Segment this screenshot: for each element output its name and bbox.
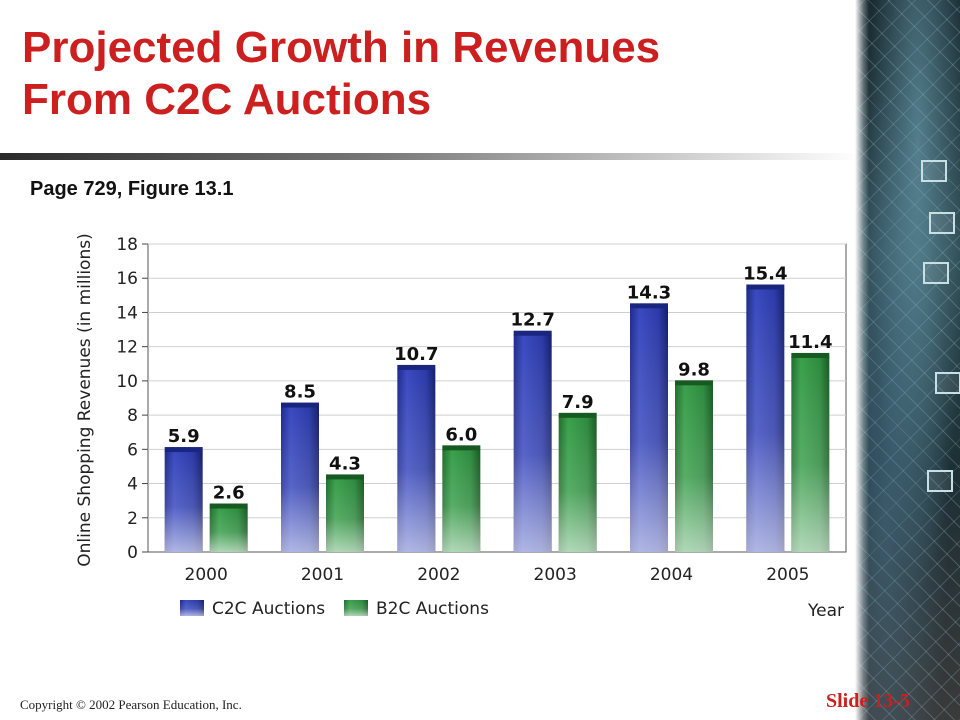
- c2c-bar-cap: [397, 364, 436, 370]
- b2c-value-label: 9.8: [678, 359, 710, 380]
- y-tick-label: 6: [127, 440, 138, 460]
- x-tick-label: 2004: [650, 565, 693, 585]
- c2c-value-label: 8.5: [284, 382, 316, 403]
- y-tick-label: 12: [116, 338, 138, 358]
- monitor-icon: [929, 212, 955, 234]
- c2c-value-label: 12.7: [510, 310, 554, 331]
- y-tick-label: 10: [116, 372, 138, 392]
- b2c-bar-cap: [442, 445, 481, 451]
- y-tick-label: 0: [127, 543, 138, 563]
- b2c-legend-label: B2C Auctions: [376, 599, 489, 619]
- c2c-bar-shine: [630, 307, 668, 552]
- c2c-value-label: 10.7: [394, 344, 438, 365]
- y-tick-label: 18: [116, 235, 138, 255]
- b2c-bar-cap: [326, 474, 364, 480]
- b2c-bar-shine: [675, 384, 713, 552]
- c2c-bar-cap: [281, 402, 319, 408]
- b2c-value-label: 6.0: [445, 424, 477, 445]
- decorative-side-panel: [855, 0, 960, 720]
- x-tick-label: 2000: [185, 565, 228, 585]
- monitor-icon: [935, 372, 960, 394]
- y-tick-label: 2: [127, 509, 138, 529]
- x-tick-label: 2002: [417, 565, 460, 585]
- b2c-value-label: 11.4: [788, 332, 832, 353]
- c2c-bar-shine: [164, 451, 203, 552]
- b2c-bar-cap: [209, 503, 248, 509]
- c2c-bar-shine: [281, 406, 319, 552]
- y-axis-label: Online Shopping Revenues (in millions): [75, 233, 95, 566]
- monitor-icon: [921, 160, 947, 182]
- b2c-bar-shine: [791, 356, 830, 552]
- side-panel-fade: [855, 0, 869, 720]
- plot-area: 0 2 4 6 8 10 12 14 16 18 5.9 2.6 2000 8.5 4.3 2001 10.7 6…: [116, 235, 847, 585]
- c2c-value-label: 15.4: [743, 263, 787, 284]
- b2c-bar-shine: [209, 507, 248, 552]
- title-line-1: Projected Growth in Revenues: [22, 23, 661, 72]
- x-tick-label: 2005: [766, 565, 809, 585]
- figure-reference: Page 729, Figure 13.1: [30, 178, 234, 200]
- b2c-bar-shine: [326, 478, 364, 552]
- plot-frame: [147, 243, 847, 553]
- b2c-value-label: 4.3: [329, 453, 361, 474]
- y-tick-label: 4: [127, 475, 138, 495]
- c2c-bar-cap: [164, 447, 203, 453]
- monitor-icon: [923, 262, 949, 284]
- c2c-bar-shine: [397, 368, 436, 552]
- legend-swatch-shine: [180, 600, 204, 616]
- copyright-notice: Copyright © 2002 Pearson Education, Inc.: [20, 697, 242, 712]
- c2c-bar-cap: [746, 284, 785, 290]
- monitor-icon: [927, 470, 953, 492]
- slide-number: Slide 13-5: [826, 690, 910, 712]
- b2c-value-label: 2.6: [213, 483, 245, 504]
- c2c-value-label: 14.3: [627, 282, 671, 303]
- y-tick-label: 8: [127, 406, 138, 426]
- c2c-bar-cap: [630, 303, 668, 309]
- title-divider: [0, 153, 860, 160]
- c2c-legend-label: C2C Auctions: [212, 599, 325, 619]
- title-line-2: From C2C Auctions: [22, 75, 432, 124]
- c2c-bar-cap: [513, 330, 552, 336]
- chart-legend: C2C Auctions B2C Auctions: [180, 599, 489, 619]
- b2c-bar-shine: [442, 449, 481, 552]
- c2c-bar-shine: [746, 288, 785, 552]
- c2c-bar-shine: [513, 334, 552, 552]
- b2c-value-label: 7.9: [562, 392, 594, 413]
- x-axis-label: Year: [807, 601, 844, 621]
- c2c-value-label: 5.9: [168, 426, 200, 447]
- x-tick-label: 2003: [534, 565, 577, 585]
- y-tick-label: 16: [116, 269, 138, 289]
- b2c-bar-cap: [675, 380, 713, 386]
- x-tick-label: 2001: [301, 565, 344, 585]
- slide-title: Projected Growth in Revenues From C2C Au…: [22, 22, 842, 126]
- y-tick-label: 14: [116, 303, 138, 323]
- b2c-bar-shine: [558, 416, 597, 552]
- b2c-bar-cap: [791, 352, 830, 358]
- legend-swatch-shine: [344, 600, 368, 616]
- b2c-bar-cap: [558, 412, 597, 418]
- revenue-bar-chart: Online Shopping Revenues (in millions) 0…: [75, 233, 847, 621]
